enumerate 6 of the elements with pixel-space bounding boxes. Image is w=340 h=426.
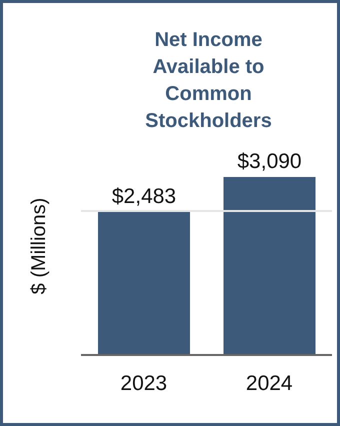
data-label: $2,483 [112, 184, 176, 208]
y-axis-title: $ (Millions) [28, 198, 50, 294]
x-tick-label: 2023 [120, 372, 168, 395]
data-label: $3,090 [237, 150, 302, 173]
x-tick-label: 2024 [246, 372, 293, 395]
chart-title: Net Income Available to Common Stockholders [144, 28, 273, 134]
